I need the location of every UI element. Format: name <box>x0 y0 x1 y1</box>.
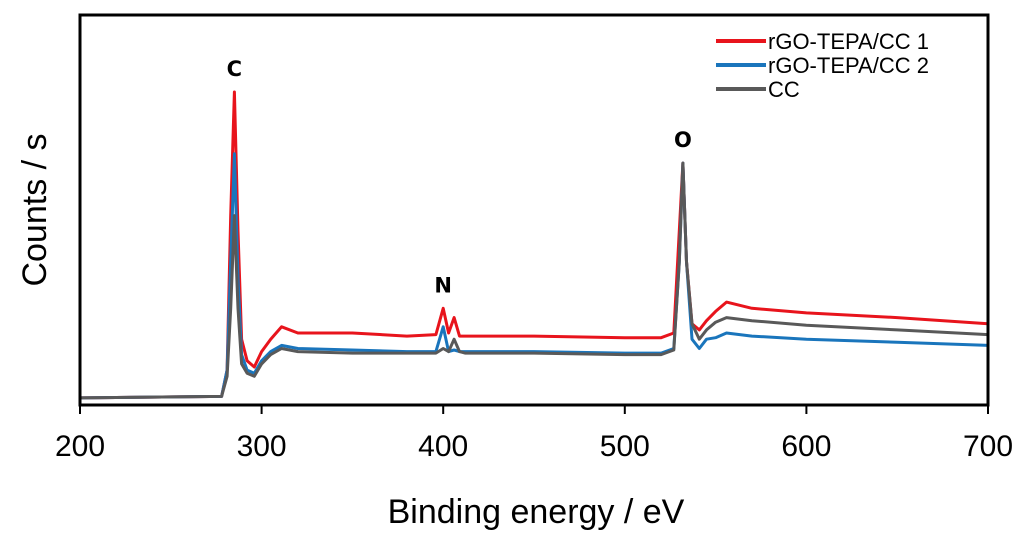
peak-label-o: O <box>674 128 692 152</box>
series-line-3 <box>79 161 989 400</box>
y-axis-title: Counts / s <box>16 133 54 286</box>
x-tick-label: 700 <box>963 430 1013 463</box>
x-axis-title: Binding energy / eV <box>388 493 685 531</box>
legend-label-1: rGO-TEPA/CC 1 <box>768 29 929 54</box>
peak-label-c: C <box>227 57 242 81</box>
x-axis-ticks <box>79 405 989 414</box>
x-axis-tick-labels: 200 300 400 500 600 700 <box>55 430 1013 463</box>
series-line-2 <box>79 152 989 400</box>
peak-label-n: N <box>434 273 452 297</box>
x-tick-label: 300 <box>237 430 287 463</box>
legend-label-3: CC <box>768 77 800 102</box>
x-tick-label: 500 <box>600 430 650 463</box>
x-tick-label: 200 <box>55 430 105 463</box>
plot-frame <box>78 13 990 407</box>
peak-labels: C N O <box>227 57 692 297</box>
x-tick-label: 600 <box>781 430 831 463</box>
legend-label-2: rGO-TEPA/CC 2 <box>768 53 929 78</box>
plot-area <box>79 90 989 400</box>
x-tick-label: 400 <box>418 430 468 463</box>
